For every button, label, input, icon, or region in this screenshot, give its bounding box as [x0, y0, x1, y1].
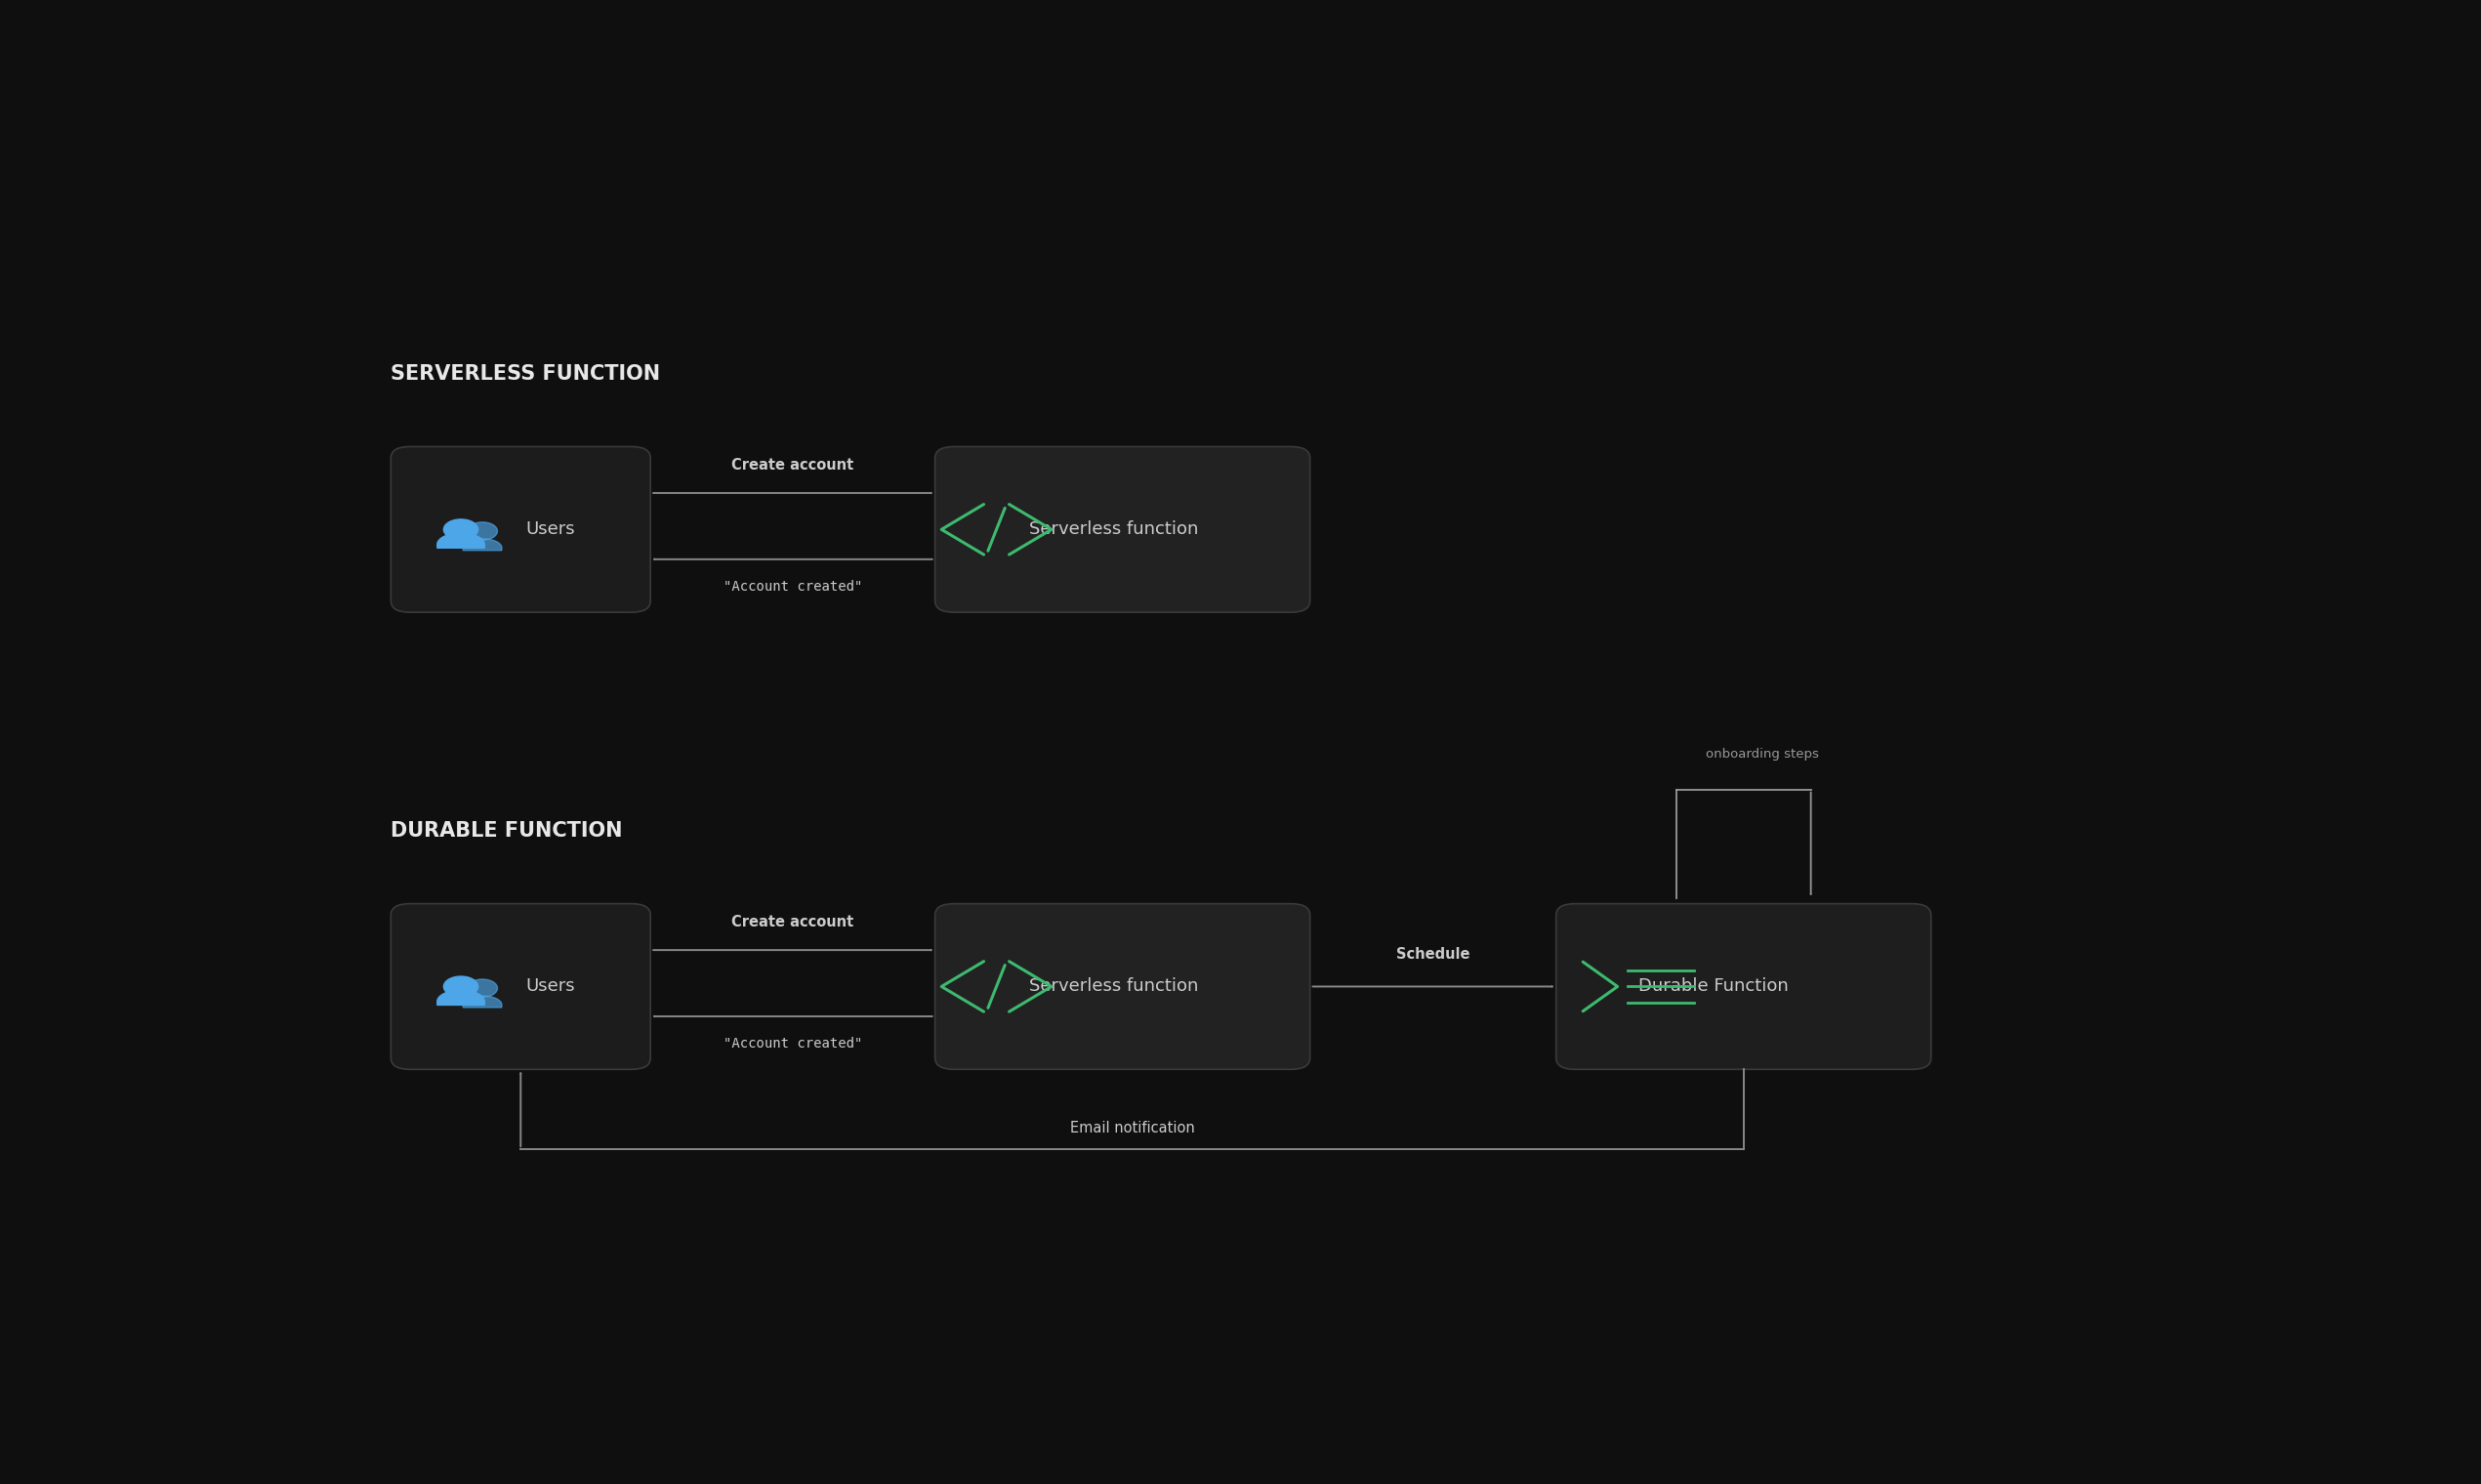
FancyBboxPatch shape: [935, 904, 1310, 1070]
Text: Email notification: Email notification: [1069, 1120, 1193, 1135]
Circle shape: [466, 522, 499, 540]
Circle shape: [444, 519, 479, 540]
FancyBboxPatch shape: [392, 904, 650, 1070]
Text: Serverless function: Serverless function: [1030, 521, 1198, 539]
Text: Schedule: Schedule: [1397, 947, 1469, 962]
Text: Users: Users: [526, 521, 576, 539]
Text: Durable Function: Durable Function: [1637, 978, 1789, 996]
Text: "Account created": "Account created": [724, 1037, 863, 1051]
Polygon shape: [464, 996, 501, 1008]
Polygon shape: [437, 533, 484, 548]
Polygon shape: [464, 539, 501, 551]
Text: Create account: Create account: [732, 914, 853, 929]
Text: "Account created": "Account created": [724, 580, 863, 594]
Text: Create account: Create account: [732, 457, 853, 472]
Text: Users: Users: [526, 978, 576, 996]
FancyBboxPatch shape: [1556, 904, 1930, 1070]
Circle shape: [444, 976, 479, 997]
Text: DURABLE FUNCTION: DURABLE FUNCTION: [392, 821, 623, 841]
Text: Serverless function: Serverless function: [1030, 978, 1198, 996]
Text: SERVERLESS FUNCTION: SERVERLESS FUNCTION: [392, 364, 660, 384]
Text: onboarding steps: onboarding steps: [1707, 748, 1819, 761]
FancyBboxPatch shape: [935, 447, 1310, 613]
Circle shape: [466, 979, 499, 997]
FancyBboxPatch shape: [392, 447, 650, 613]
Polygon shape: [437, 990, 484, 1005]
